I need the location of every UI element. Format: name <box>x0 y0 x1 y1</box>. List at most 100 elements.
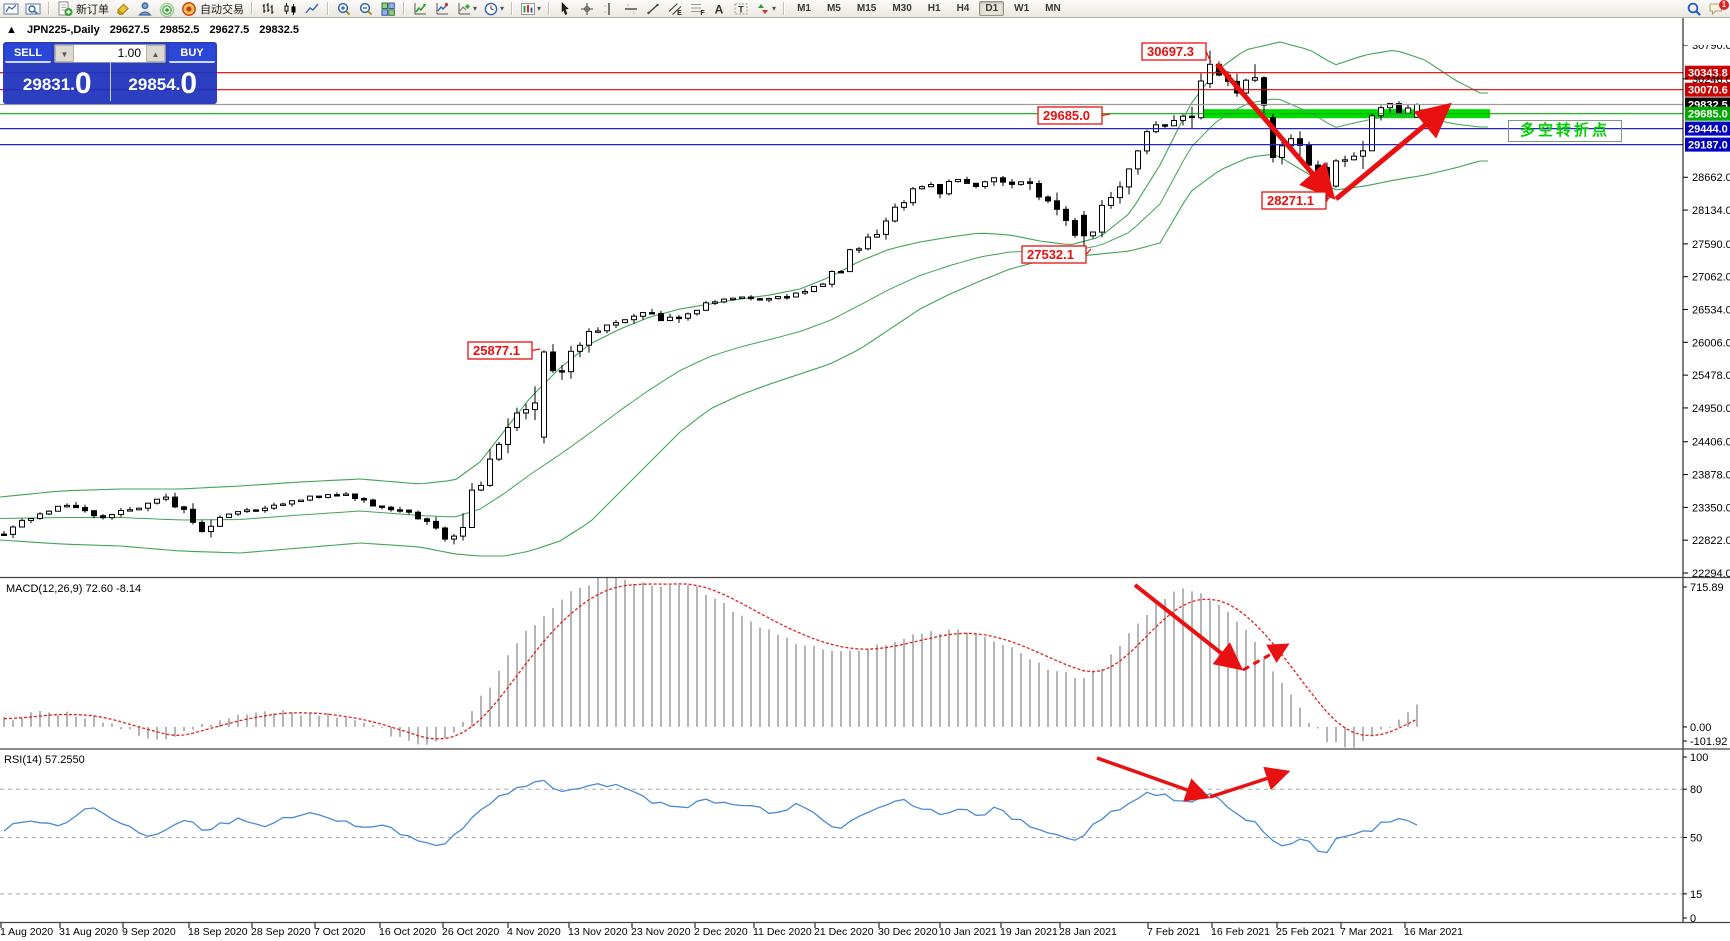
indicators-icon[interactable] <box>410 1 430 17</box>
zoom-window-icon[interactable] <box>23 1 43 17</box>
candle <box>136 507 142 511</box>
zoom-out-icon[interactable] <box>356 1 376 17</box>
buy-price[interactable]: 29854. 0 <box>109 63 216 101</box>
timeframe-W1[interactable]: W1 <box>1014 3 1030 14</box>
candle <box>541 351 547 438</box>
candle <box>55 505 61 512</box>
candle <box>100 515 106 519</box>
svg-text:24406.0: 24406.0 <box>1692 437 1730 449</box>
text-icon[interactable]: A <box>709 1 729 17</box>
chart-window-icon[interactable] <box>1 1 21 17</box>
candle <box>388 506 394 511</box>
candle <box>901 202 907 208</box>
date-tick-label: 16 Mar 2021 <box>1404 926 1463 938</box>
volume-decrease-button[interactable]: ▼ <box>55 45 74 62</box>
candle <box>829 271 835 285</box>
buy-button[interactable]: BUY <box>169 44 215 63</box>
candle <box>1126 168 1132 188</box>
candle <box>1171 120 1177 127</box>
chart-colors-icon[interactable]: ▾ <box>518 1 543 17</box>
cursor-icon[interactable] <box>555 1 575 17</box>
timeframe-M1[interactable]: M1 <box>797 3 811 14</box>
candle <box>91 510 97 517</box>
price-annotation[interactable]: 27532.1 <box>1021 245 1092 264</box>
price-annotation[interactable]: 28271.1 <box>1261 191 1331 210</box>
volume-increase-button[interactable]: ▲ <box>146 45 165 62</box>
candle <box>973 182 979 188</box>
date-tick-label: 28 Sep 2020 <box>251 926 311 938</box>
fibonacci-icon[interactable]: F <box>687 1 707 17</box>
trend-arrow <box>1242 643 1290 672</box>
tile-windows-icon[interactable] <box>378 1 398 17</box>
candle <box>307 495 313 501</box>
sell-button[interactable]: SELL <box>5 44 51 63</box>
price-annotation[interactable]: 29685.0 <box>1037 106 1111 125</box>
candle <box>1378 107 1384 117</box>
candle <box>505 427 511 445</box>
timeframe-H1[interactable]: H1 <box>927 3 941 14</box>
timeframe-D1[interactable]: D1 <box>979 1 1005 16</box>
templates-dropdown-caret[interactable]: ▾ <box>473 4 478 13</box>
candle <box>262 507 268 512</box>
timeframe-M5[interactable]: M5 <box>826 3 841 14</box>
timeframe-MN[interactable]: MN <box>1045 3 1061 14</box>
metaquotes-person-icon[interactable] <box>135 1 155 17</box>
candle <box>766 298 772 301</box>
volume-value[interactable]: 1.00 <box>117 46 141 60</box>
clock-icon[interactable]: ▾ <box>481 1 506 17</box>
candle <box>433 520 439 529</box>
candle <box>478 484 484 491</box>
horizontal-line-icon[interactable] <box>621 1 641 17</box>
auto-trading-icon[interactable]: 自动交易 <box>179 1 246 17</box>
timeframe-H4[interactable]: H4 <box>956 3 970 14</box>
candle <box>1324 166 1330 187</box>
candle <box>1045 196 1051 202</box>
price-annotation[interactable]: 30697.3 <box>1141 42 1212 63</box>
candle <box>316 495 322 499</box>
timeframe-M15[interactable]: M15 <box>856 3 877 14</box>
candle <box>568 350 574 373</box>
bar-chart-icon[interactable] <box>258 1 278 17</box>
svg-text:80: 80 <box>1690 784 1702 796</box>
search-icon[interactable] <box>1684 1 1704 17</box>
vertical-line-icon[interactable] <box>599 1 619 17</box>
candle <box>1090 231 1096 237</box>
date-tick-label: 4 Nov 2020 <box>507 926 561 938</box>
svg-text:29444.0: 29444.0 <box>1688 124 1728 136</box>
equidistant-channel-icon[interactable]: E <box>665 1 685 17</box>
zoom-in-icon[interactable] <box>334 1 354 17</box>
arrows-dropdown-caret[interactable]: ▾ <box>772 4 777 13</box>
candle <box>451 535 457 540</box>
price-annotation[interactable]: 25877.1 <box>467 341 541 360</box>
chart-colors-dropdown-caret[interactable]: ▾ <box>537 4 542 13</box>
arrows-icon[interactable]: ▾ <box>753 1 778 17</box>
candle-chart-icon[interactable] <box>280 1 300 17</box>
date-tick-label: 18 Sep 2020 <box>188 926 248 938</box>
candle <box>370 499 376 507</box>
trendline-icon[interactable] <box>643 1 663 17</box>
date-tick-label: 7 Mar 2021 <box>1340 926 1393 938</box>
chat-icon[interactable]: 1 <box>1706 0 1729 17</box>
svg-text:27062.0: 27062.0 <box>1692 272 1730 284</box>
periods-icon[interactable] <box>432 1 452 17</box>
crosshair-icon[interactable] <box>577 1 597 17</box>
candle <box>1180 115 1186 121</box>
line-chart-icon[interactable] <box>302 1 322 17</box>
new-order-icon[interactable]: 新订单 <box>55 1 111 17</box>
collapse-triangle-icon[interactable]: ▲ <box>6 24 17 36</box>
signal-icon[interactable] <box>157 1 177 17</box>
sell-price[interactable]: 29831. 0 <box>22 67 92 100</box>
eraser-icon[interactable] <box>113 1 133 17</box>
turning-point-note[interactable]: 多空转折点 <box>1508 120 1622 142</box>
notification-badge: 1 <box>1719 0 1729 10</box>
clock-dropdown-caret[interactable]: ▾ <box>500 4 505 13</box>
timeframe-M30[interactable]: M30 <box>892 3 912 14</box>
candle <box>19 519 25 528</box>
templates-icon[interactable]: ▾ <box>454 1 479 17</box>
volume-stepper[interactable]: ▼ 1.00 ▲ <box>54 44 166 63</box>
candle <box>1 533 7 536</box>
text-label-icon[interactable]: T <box>731 1 751 17</box>
candle <box>28 518 34 521</box>
svg-text:E: E <box>677 10 682 17</box>
